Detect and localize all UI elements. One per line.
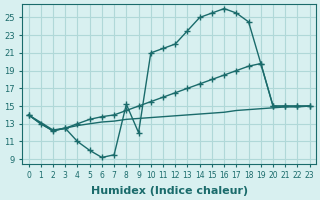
X-axis label: Humidex (Indice chaleur): Humidex (Indice chaleur) (91, 186, 248, 196)
